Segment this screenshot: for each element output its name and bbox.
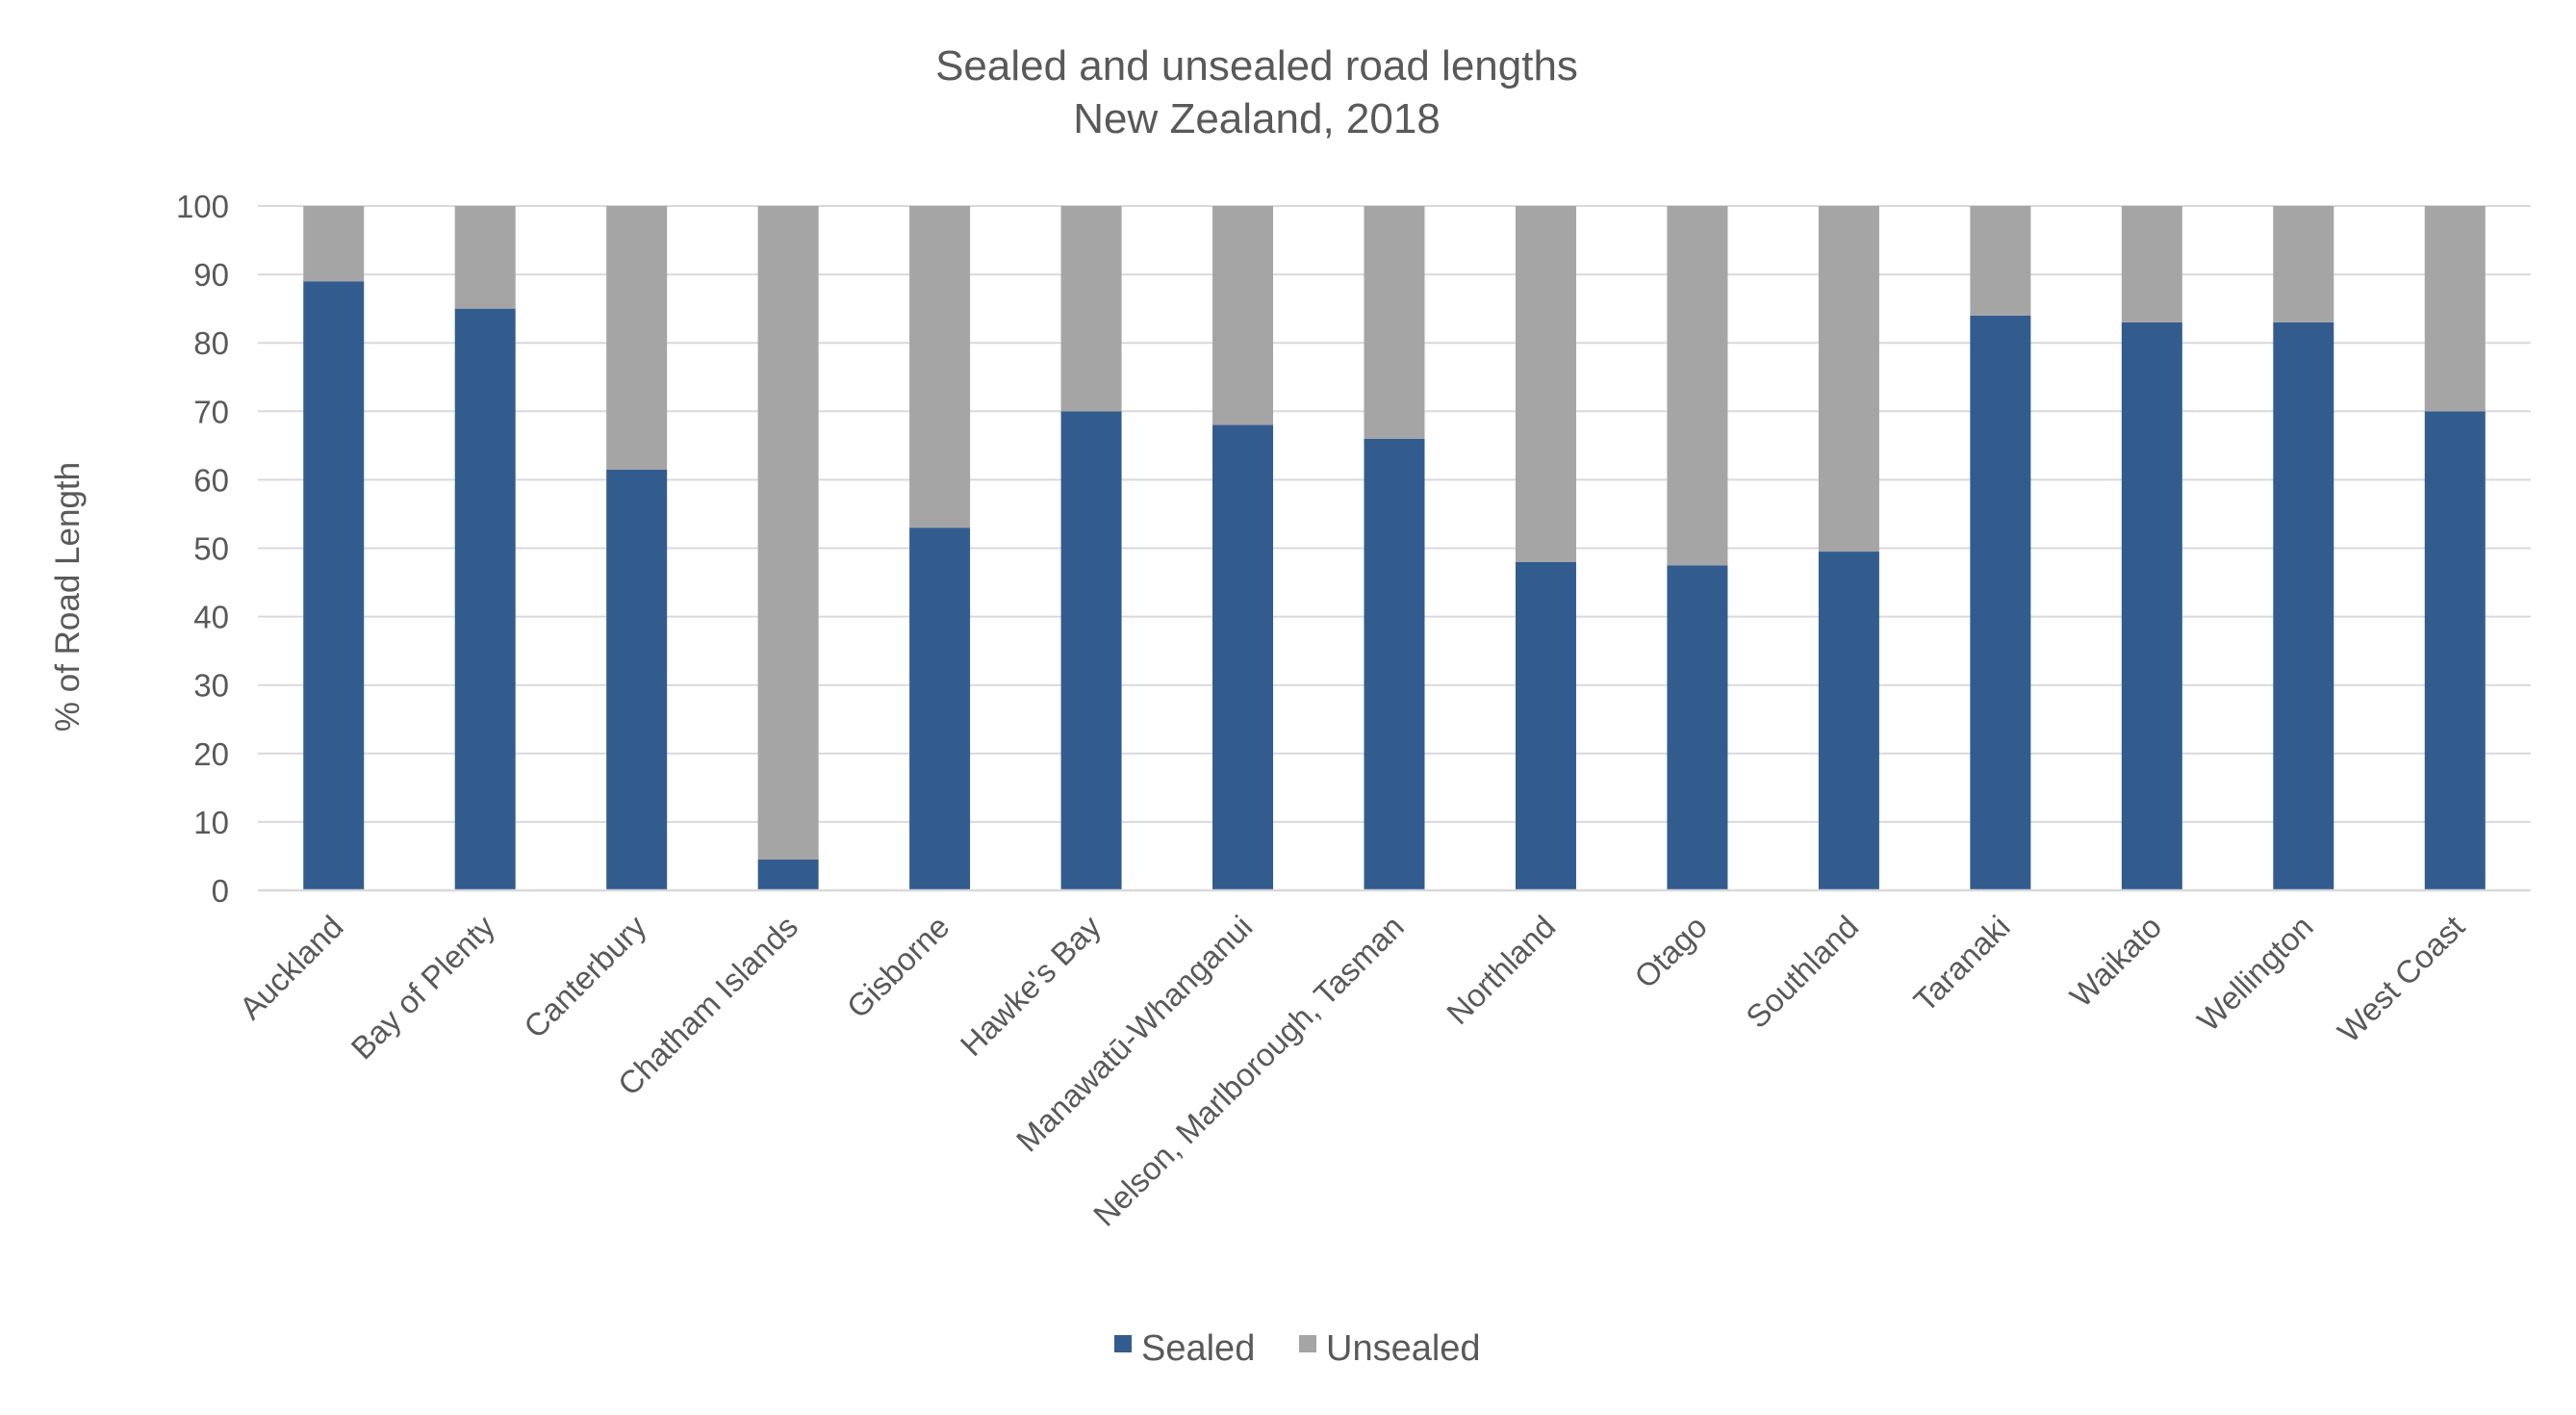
- bar-sealed-8: [1515, 561, 1576, 890]
- bar-unsealed-7: [1364, 206, 1425, 439]
- y-tick-label: 50: [193, 531, 229, 567]
- y-tick-label: 30: [193, 668, 229, 704]
- bar-unsealed-9: [1667, 206, 1728, 566]
- y-tick-label: 60: [193, 462, 229, 498]
- legend-swatch-unsealed: [1299, 1335, 1316, 1352]
- legend-swatch-sealed: [1114, 1335, 1132, 1352]
- bar-sealed-7: [1364, 438, 1425, 890]
- bar-unsealed-1: [454, 206, 516, 309]
- bar-sealed-2: [606, 469, 668, 890]
- y-tick-label: 100: [176, 189, 229, 224]
- y-tick-label: 70: [193, 394, 229, 429]
- bar-sealed-5: [1060, 411, 1122, 890]
- y-tick-label: 10: [193, 805, 229, 840]
- bar-unsealed-5: [1060, 206, 1122, 412]
- legend: Sealed Unsealed: [1114, 1328, 1481, 1369]
- legend-label-unsealed: Unsealed: [1326, 1328, 1481, 1369]
- y-tick-label: 80: [193, 325, 229, 361]
- y-axis-title: % of Road Length: [49, 462, 87, 732]
- bar-unsealed-8: [1515, 206, 1576, 562]
- bar-sealed-13: [2273, 322, 2334, 890]
- bar-sealed-3: [757, 860, 819, 890]
- y-tick-label: 40: [193, 600, 229, 635]
- bar-unsealed-6: [1212, 206, 1274, 425]
- bar-sealed-11: [1970, 315, 2031, 890]
- bar-unsealed-12: [2121, 206, 2182, 322]
- bars: [303, 206, 2486, 891]
- bar-unsealed-0: [303, 206, 365, 282]
- chart-subtitle: New Zealand, 2018: [1073, 95, 1441, 142]
- bar-sealed-6: [1212, 424, 1274, 890]
- bar-sealed-14: [2424, 411, 2486, 890]
- y-tick-label: 20: [193, 736, 229, 772]
- bar-sealed-12: [2121, 322, 2182, 890]
- chart-title: Sealed and unsealed road lengths: [935, 42, 1578, 90]
- bar-sealed-0: [303, 281, 365, 891]
- bar-unsealed-2: [606, 206, 668, 470]
- bar-sealed-4: [909, 527, 971, 890]
- bar-sealed-10: [1818, 552, 1879, 890]
- bar-unsealed-14: [2424, 206, 2486, 412]
- y-tick-label: 0: [212, 873, 229, 909]
- y-tick-label: 90: [193, 257, 229, 293]
- bar-sealed-9: [1667, 565, 1728, 890]
- y-axis-ticks: 0 10 20 30 40 50 60 70 80 90 100: [176, 189, 229, 909]
- bar-sealed-1: [454, 308, 516, 890]
- legend-label-sealed: Sealed: [1141, 1328, 1255, 1369]
- bar-unsealed-11: [1970, 206, 2031, 316]
- bar-unsealed-4: [909, 206, 971, 528]
- bar-unsealed-10: [1818, 206, 1879, 553]
- bar-unsealed-3: [757, 206, 819, 861]
- bar-unsealed-13: [2273, 206, 2334, 322]
